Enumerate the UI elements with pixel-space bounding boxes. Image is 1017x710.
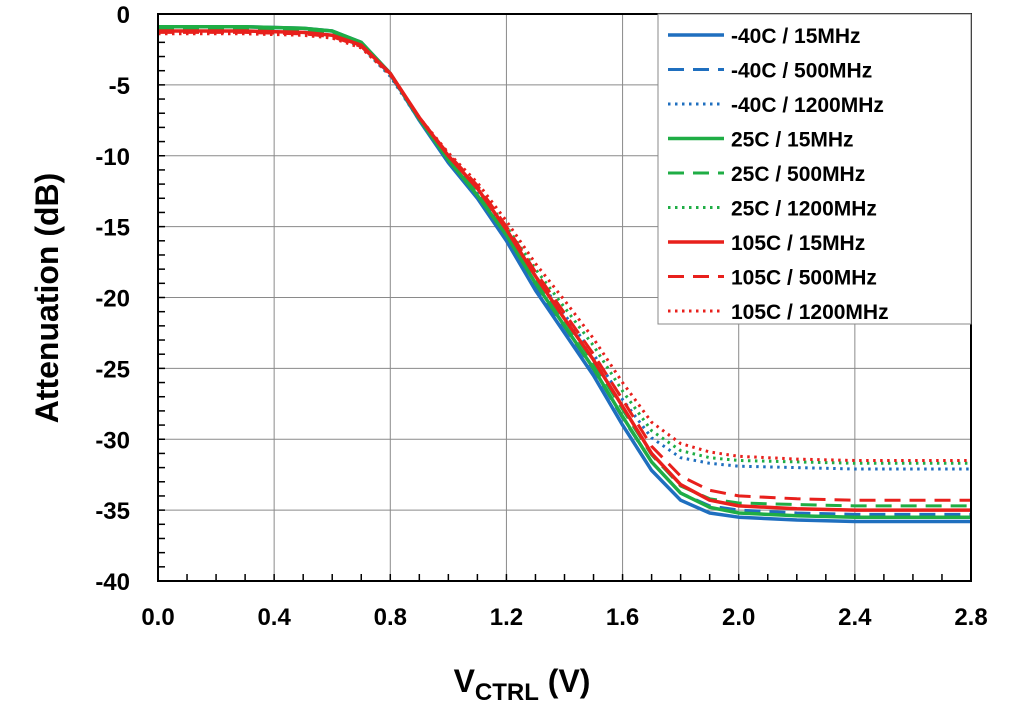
x-tick-label: 2.4 <box>838 604 872 631</box>
series-lines <box>158 25 971 524</box>
legend-label: 25C / 15MHz <box>731 129 854 152</box>
y-tick-label: -20 <box>95 286 130 313</box>
y-tick-label: -35 <box>95 498 130 525</box>
x-tick-label: 2.0 <box>722 604 755 631</box>
legend-label: 105C / 15MHz <box>731 232 865 255</box>
y-tick-label: -40 <box>95 569 130 596</box>
y-tick-label: -5 <box>109 73 130 100</box>
x-axis-title: VCTRL (V) <box>454 663 591 706</box>
y-tick-label: -25 <box>95 356 130 383</box>
legend-label: -40C / 15MHz <box>731 25 861 48</box>
legend-label: 25C / 500MHz <box>731 163 865 186</box>
legend-label: 105C / 1200MHz <box>731 301 889 324</box>
y-tick-label: -10 <box>95 144 130 171</box>
series-line <box>158 25 971 519</box>
x-tick-labels: 0.0 0.4 0.8 1.2 1.6 2.0 2.4 2.8 <box>141 604 987 631</box>
x-tick-label: 0.0 <box>141 604 174 631</box>
x-tick-label: 2.8 <box>954 604 987 631</box>
x-tick-label: 0.4 <box>257 604 291 631</box>
y-tick-labels: 0 -5 -10 -15 -20 -25 -30 -35 -40 <box>95 2 130 596</box>
y-tick-label: -15 <box>95 215 130 242</box>
x-tick-label: 1.6 <box>606 604 639 631</box>
x-axis-title-main: V <box>454 663 476 699</box>
y-tick-label: 0 <box>117 2 130 29</box>
y-axis-title: Attenuation (dB) <box>29 173 65 424</box>
legend-label: 25C / 1200MHz <box>731 198 877 221</box>
legend-label: 105C / 500MHz <box>731 267 877 290</box>
legend-box <box>657 13 972 325</box>
x-tick-label: 0.8 <box>374 604 407 631</box>
minor-ticks <box>157 13 972 582</box>
y-tick-label: -30 <box>95 427 130 454</box>
legend-label: -40C / 1200MHz <box>731 94 884 117</box>
legend: -40C / 15MHz -40C / 500MHz -40C / 1200MHz 2… <box>657 13 972 325</box>
x-axis-title-unit: (V) <box>539 663 591 699</box>
x-axis-title-subscript: CTRL <box>475 679 539 706</box>
series-line <box>158 32 971 462</box>
x-tick-label: 1.2 <box>490 604 523 631</box>
legend-label: -40C / 500MHz <box>731 60 872 83</box>
